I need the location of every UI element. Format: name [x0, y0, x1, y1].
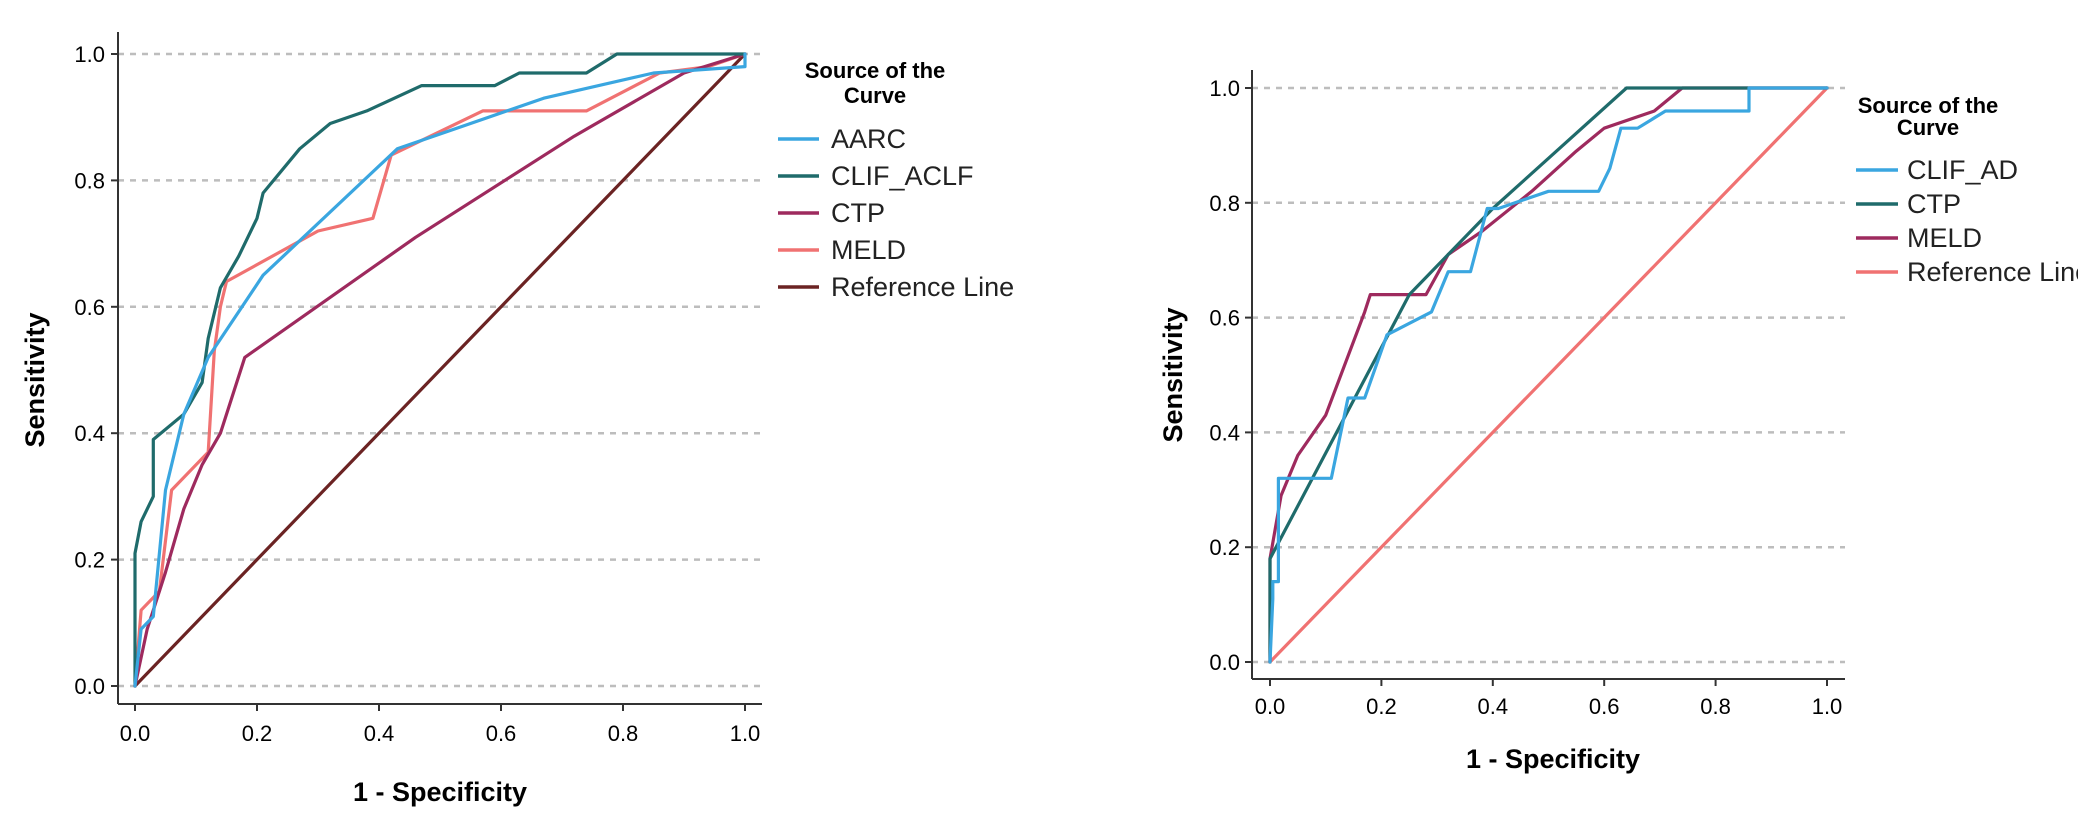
x-tick-label: 0.0	[1255, 694, 1286, 719]
series-line-aarc	[133, 52, 747, 688]
x-tick-label: 0.2	[1366, 694, 1397, 719]
legend-label: CTP	[831, 198, 885, 228]
y-tick-label: 1.0	[1209, 76, 1240, 101]
y-tick-label: 0.6	[1209, 306, 1240, 331]
y-tick-label: 0.8	[1209, 191, 1240, 216]
x-tick-label: 1.0	[730, 721, 761, 746]
legend-title: Source of the	[1858, 93, 1999, 118]
legend-title: Curve	[844, 83, 906, 108]
legend-label: AARC	[831, 124, 906, 154]
series-line-clif-ad	[1268, 86, 1829, 664]
y-tick-label: 0.4	[1209, 420, 1240, 445]
y-tick-label: 1.0	[74, 42, 105, 67]
series-line-meld	[133, 52, 747, 688]
series-line-reference-line	[1268, 86, 1829, 664]
legend-label: MELD	[1907, 223, 1982, 253]
x-tick-label: 0.4	[1478, 694, 1509, 719]
y-tick-label: 0.2	[74, 548, 105, 573]
legend-label: MELD	[831, 235, 906, 265]
x-axis-title: 1 - Specificity	[1466, 744, 1640, 774]
legend-label: Reference Line	[1907, 257, 2078, 287]
x-tick-label: 0.2	[242, 721, 273, 746]
legend-label: CTP	[1907, 189, 1961, 219]
y-tick-label: 0.8	[74, 168, 105, 193]
series-line-clif-aclf	[133, 52, 747, 688]
legend-label: CLIF_ACLF	[831, 161, 974, 191]
y-tick-label: 0.0	[1209, 650, 1240, 675]
y-tick-label: 0.0	[74, 674, 105, 699]
series-line-reference-line	[133, 52, 747, 688]
legend-title: Source of the	[805, 58, 946, 83]
chart-panel-2: 0.0 0.2 0.4 0.6 0.8 1.0 0.0 0.2 0.4 0.6 0.8 1.0 1 - …	[1158, 70, 2078, 774]
x-tick-label: 0.8	[608, 721, 639, 746]
x-axis-title: 1 - Specificity	[353, 777, 527, 807]
y-tick-label: 0.4	[74, 421, 105, 446]
x-tick-label: 0.6	[486, 721, 517, 746]
y-axis-title: Sensitivity	[1158, 307, 1188, 442]
x-tick-label: 0.6	[1589, 694, 1620, 719]
series-line-ctp	[133, 52, 747, 688]
chart-panel-1: 0.0 0.2 0.4 0.6 0.8 1.0 0.0 0.2 0.4 0.6 0.8 1.0 1 - …	[20, 32, 1014, 807]
y-tick-label: 0.2	[1209, 535, 1240, 560]
y-axis-title: Sensitivity	[20, 312, 50, 447]
y-tick-label: 0.6	[74, 295, 105, 320]
x-tick-label: 0.8	[1700, 694, 1731, 719]
x-tick-label: 0.0	[120, 721, 151, 746]
legend-label: Reference Line	[831, 272, 1014, 302]
series-line-meld	[1268, 86, 1829, 664]
legend-title: Curve	[1897, 115, 1959, 140]
x-tick-label: 0.4	[364, 721, 395, 746]
legend-label: CLIF_AD	[1907, 155, 2018, 185]
x-tick-label: 1.0	[1812, 694, 1843, 719]
